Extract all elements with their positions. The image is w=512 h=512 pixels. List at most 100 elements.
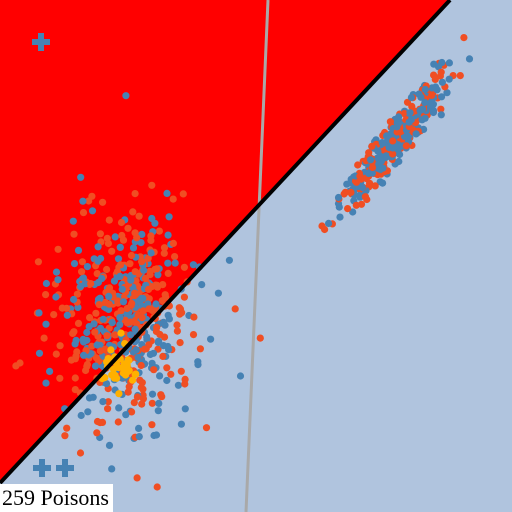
clean-point: [94, 257, 102, 265]
poison-point: [124, 388, 132, 396]
poison-point: [119, 236, 128, 244]
poison-point: [42, 291, 50, 299]
clean-point: [154, 407, 162, 415]
poison-point: [117, 218, 126, 227]
poison-point: [155, 227, 163, 235]
target-point: [108, 371, 116, 379]
clean-point: [135, 424, 143, 432]
clean-point: [79, 274, 87, 282]
poison-point: [361, 193, 369, 201]
clean-point: [407, 93, 415, 102]
target-point: [107, 346, 115, 354]
clean-point: [164, 311, 172, 319]
clean-point: [46, 367, 54, 375]
poison-point: [141, 345, 149, 353]
poison-point: [76, 449, 85, 457]
poison-point: [96, 230, 104, 238]
poison-point: [131, 289, 139, 297]
clean-point: [52, 293, 60, 301]
poison-point: [152, 327, 160, 336]
clean-point: [140, 266, 148, 274]
poison-point: [133, 234, 141, 242]
clean-point: [164, 231, 172, 239]
clean-point: [164, 259, 172, 267]
poison-point: [34, 258, 43, 266]
plus-marker: [33, 459, 51, 477]
clean-point: [148, 390, 157, 398]
clean-point: [85, 394, 94, 402]
clean-point: [105, 305, 113, 313]
poison-point: [354, 161, 362, 169]
poison-point: [16, 359, 24, 367]
poison-point: [63, 304, 71, 312]
poison-point: [91, 328, 99, 336]
plus-icon: [32, 33, 50, 51]
poison-point: [153, 265, 161, 273]
clean-point: [443, 89, 451, 97]
clean-point: [83, 263, 91, 271]
poison-point: [114, 297, 122, 305]
poison-point: [86, 314, 94, 322]
poison-point: [189, 331, 198, 339]
poison-point: [167, 370, 175, 378]
poison-point: [133, 393, 141, 401]
poison-point: [321, 225, 329, 234]
reference-line: [244, 0, 270, 512]
clean-point: [429, 108, 437, 117]
poison-point: [351, 177, 360, 185]
poison-point: [73, 290, 81, 298]
poison-point: [460, 34, 468, 42]
clean-point: [42, 279, 51, 288]
poison-point: [139, 307, 147, 315]
clean-point: [367, 156, 375, 164]
clean-point: [143, 333, 151, 341]
clean-point: [116, 321, 124, 329]
clean-point: [437, 111, 445, 119]
poison-point: [356, 172, 364, 180]
clean-point: [152, 300, 160, 308]
poison-point: [79, 209, 88, 217]
poison-point: [98, 418, 107, 426]
poison-point: [126, 260, 134, 268]
poison-point: [63, 424, 71, 432]
poison-point: [128, 299, 136, 308]
poison-point: [131, 190, 139, 198]
poison-point: [103, 265, 111, 274]
poison-point: [93, 429, 101, 437]
poison-point: [138, 314, 146, 322]
plus-marker: [56, 459, 74, 477]
poison-point: [137, 361, 145, 370]
poison-point: [148, 421, 156, 429]
clean-point: [378, 139, 386, 147]
clean-point: [376, 152, 384, 160]
clean-point: [52, 268, 61, 276]
clean-point: [99, 398, 107, 406]
clean-point: [421, 98, 429, 107]
clean-point: [122, 92, 130, 100]
clean-point: [135, 433, 143, 441]
poison-point: [169, 195, 177, 203]
target-point: [129, 376, 137, 384]
clean-point: [93, 341, 101, 349]
clean-point: [445, 59, 453, 67]
clean-point: [163, 189, 171, 197]
poison-point: [78, 268, 86, 276]
poison-point: [116, 261, 125, 269]
poison-point: [256, 334, 264, 342]
poison-point: [132, 320, 141, 328]
poison-point: [103, 332, 111, 340]
poison-point: [160, 249, 168, 257]
clean-point: [438, 93, 446, 101]
poison-point: [371, 182, 379, 190]
clean-point: [368, 169, 376, 177]
clean-point: [171, 259, 179, 267]
clean-point: [122, 411, 130, 419]
clean-point: [105, 441, 114, 449]
clean-point: [421, 114, 429, 122]
poison-point: [162, 293, 170, 301]
clean-point: [80, 351, 88, 359]
poison-point: [164, 269, 172, 277]
poison-point: [177, 367, 185, 375]
clean-point: [417, 93, 425, 101]
poison-point: [131, 268, 139, 276]
